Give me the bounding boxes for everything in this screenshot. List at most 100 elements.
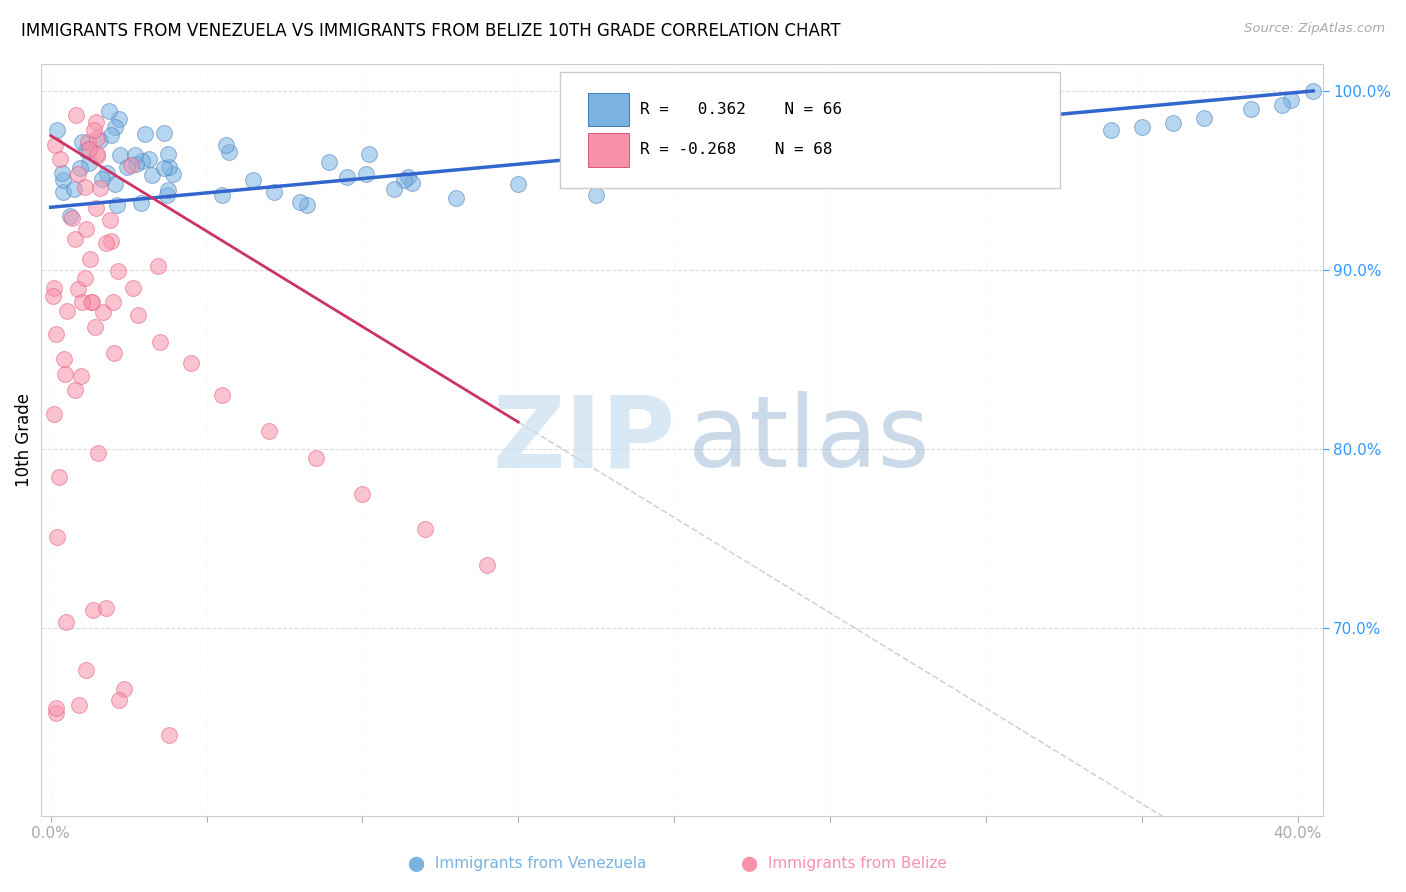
Point	[218, 145, 240, 159]
Point	[1161, 116, 1184, 130]
Point	[943, 137, 966, 152]
Point	[103, 345, 125, 359]
Point	[73, 270, 96, 285]
Point	[508, 177, 530, 191]
Point	[45, 701, 67, 715]
Point	[1279, 93, 1302, 107]
Point	[44, 407, 66, 421]
Point	[60, 211, 83, 225]
Point	[62, 181, 84, 195]
Bar	[589, 93, 630, 127]
Point	[70, 369, 93, 384]
Point	[257, 424, 280, 438]
Text: ⬤  Immigrants from Venezuela: ⬤ Immigrants from Venezuela	[408, 856, 647, 872]
Point	[134, 127, 156, 141]
Point	[1130, 120, 1153, 134]
FancyBboxPatch shape	[560, 71, 1060, 188]
Point	[97, 103, 120, 118]
Point	[75, 222, 97, 236]
Point	[56, 303, 79, 318]
Point	[84, 201, 107, 215]
Point	[107, 263, 129, 277]
Point	[382, 182, 405, 196]
Point	[122, 280, 145, 294]
Point	[263, 185, 285, 199]
Point	[295, 198, 318, 212]
Point	[318, 154, 340, 169]
Point	[77, 135, 100, 149]
Point	[70, 295, 93, 310]
Point	[65, 107, 87, 121]
Point	[67, 282, 90, 296]
Point	[52, 186, 75, 200]
Point	[80, 295, 103, 310]
Point	[974, 134, 997, 148]
Point	[44, 281, 66, 295]
Point	[157, 728, 180, 742]
Point	[662, 173, 685, 187]
Point	[49, 153, 72, 167]
Point	[153, 161, 176, 175]
Point	[242, 173, 264, 187]
Point	[396, 170, 419, 185]
Point	[211, 388, 233, 402]
Point	[288, 194, 311, 209]
Point	[89, 181, 111, 195]
Point	[93, 304, 115, 318]
Point	[69, 161, 91, 176]
Point	[45, 326, 67, 341]
Point	[149, 334, 172, 349]
Point	[352, 486, 374, 500]
Bar	[589, 133, 630, 167]
Point	[394, 173, 416, 187]
Point	[41, 288, 63, 302]
Point	[305, 450, 328, 465]
Point	[129, 195, 152, 210]
Point	[46, 530, 69, 544]
Point	[444, 191, 467, 205]
Point	[475, 558, 498, 573]
Point	[79, 252, 101, 266]
Point	[214, 137, 236, 152]
Point	[157, 146, 180, 161]
Point	[180, 356, 202, 370]
Point	[66, 167, 89, 181]
Point	[80, 295, 103, 310]
Point	[89, 133, 111, 147]
Text: R =   0.362    N = 66: R = 0.362 N = 66	[640, 102, 842, 117]
Point	[86, 149, 108, 163]
Point	[94, 601, 117, 615]
Text: R = -0.268    N = 68: R = -0.268 N = 68	[640, 142, 832, 157]
Point	[75, 663, 97, 677]
Point	[103, 177, 125, 191]
Point	[124, 148, 146, 162]
Point	[67, 698, 90, 713]
Point	[55, 615, 77, 630]
Y-axis label: 10th Grade: 10th Grade	[15, 393, 32, 487]
Text: ⬤  Immigrants from Belize: ⬤ Immigrants from Belize	[741, 856, 946, 872]
Point	[108, 112, 131, 126]
Point	[75, 143, 97, 157]
Point	[45, 706, 67, 721]
Point	[131, 153, 153, 168]
Point	[83, 123, 105, 137]
Point	[104, 120, 127, 134]
Point	[77, 143, 100, 157]
Point	[157, 183, 180, 197]
Point	[59, 209, 82, 223]
Text: atlas: atlas	[689, 392, 929, 489]
Point	[401, 176, 423, 190]
Point	[138, 152, 160, 166]
Point	[1302, 84, 1324, 98]
Point	[413, 523, 436, 537]
Point	[87, 445, 110, 459]
Point	[110, 148, 132, 162]
Point	[100, 235, 122, 249]
Point	[45, 123, 67, 137]
Point	[107, 198, 129, 212]
Point	[1192, 111, 1215, 125]
Point	[48, 470, 70, 484]
Point	[882, 141, 904, 155]
Text: ZIP: ZIP	[492, 392, 675, 489]
Point	[211, 187, 233, 202]
